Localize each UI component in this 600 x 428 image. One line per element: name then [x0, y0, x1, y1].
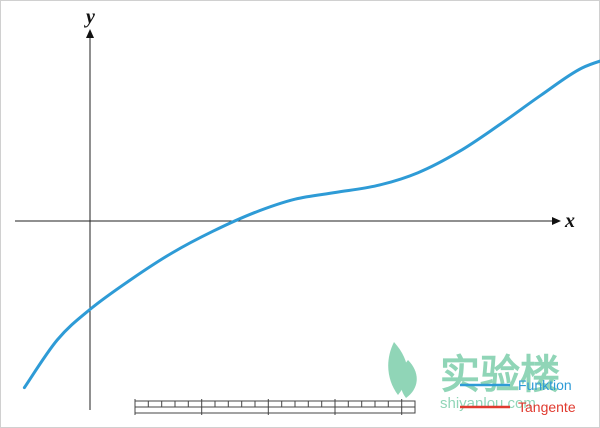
leaf-icon — [400, 360, 417, 398]
legend: Funktion Tangente — [460, 377, 576, 415]
x-axis-label: x — [564, 210, 575, 232]
series-line-funktion — [22, 59, 600, 390]
y-axis-label: y — [84, 6, 95, 28]
slider-track[interactable] — [134, 399, 416, 415]
legend-label-tangente: Tangente — [518, 399, 576, 415]
watermark-chinese-text: 实验楼 — [440, 352, 560, 398]
legend-label-funktion: Funktion — [518, 377, 572, 393]
